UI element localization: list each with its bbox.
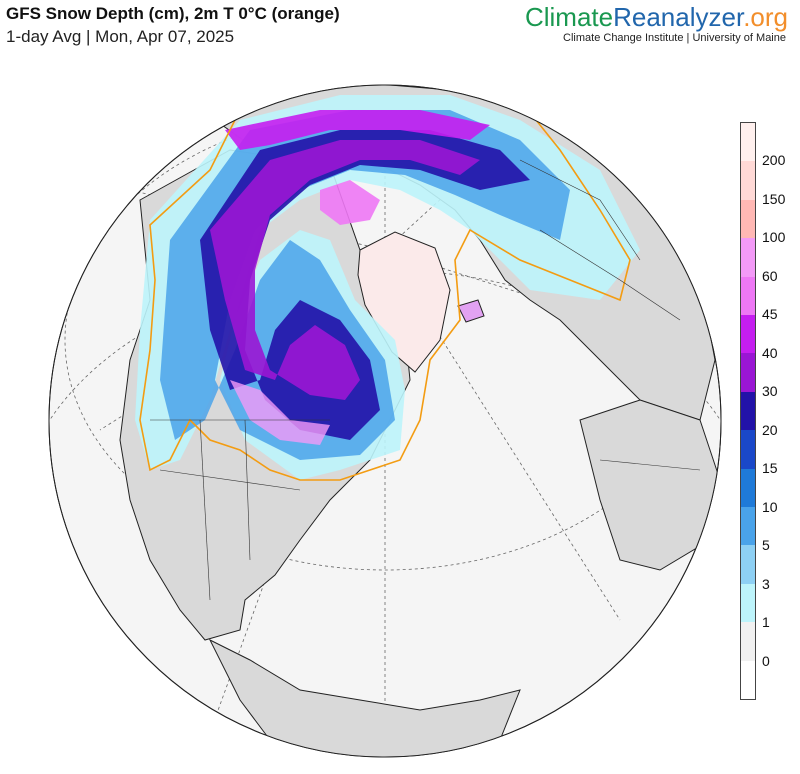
snow-band-pink — [320, 180, 380, 225]
brand-part-climate: Climate — [524, 2, 614, 32]
legend-label: 150 — [762, 190, 786, 207]
land-greenland — [357, 231, 451, 373]
legend-swatch — [741, 315, 755, 354]
legend-swatch — [741, 276, 755, 316]
chart-subtitle: 1-day Avg | Mon, Apr 07, 2025 — [6, 27, 235, 46]
legend-label: 5 — [762, 537, 770, 553]
brand-part-reanalyzer: Reanalyzer — [613, 2, 744, 32]
legend-swatch — [741, 161, 755, 200]
legend-label: 45 — [762, 306, 778, 322]
legend-swatch — [741, 123, 755, 162]
snow-band-lavender — [230, 380, 330, 445]
institution-credit: Climate Change Institute | University of… — [563, 32, 786, 44]
legend-label: 20 — [762, 421, 778, 438]
snow-band-purple — [210, 140, 480, 400]
legend-label: 15 — [762, 460, 778, 476]
legend-swatch — [741, 430, 755, 469]
freezing-line — [139, 85, 631, 481]
legend-label: 60 — [762, 267, 778, 284]
legend-label: 10 — [762, 498, 778, 515]
legend-swatch — [741, 622, 755, 661]
legend-swatch — [741, 353, 755, 392]
legend-swatch — [741, 468, 755, 508]
snow-cover — [135, 95, 640, 480]
legend-label: 200 — [762, 152, 786, 168]
legend-swatch — [741, 238, 755, 277]
land-iceland — [457, 299, 485, 323]
legend-swatch — [741, 660, 755, 700]
legend-swatch — [741, 391, 755, 431]
legend-label: 0 — [762, 652, 770, 669]
legend-swatch — [741, 507, 755, 546]
legend-label: 40 — [762, 344, 778, 361]
brand-logo[interactable]: ClimateReanalyzer.org — [525, 2, 788, 33]
legend-label: 30 — [762, 383, 778, 399]
globe-outline — [48, 84, 722, 758]
legend-label: 100 — [762, 229, 786, 245]
brand-part-org: .org — [743, 2, 788, 32]
political-borders — [150, 159, 701, 601]
color-legend — [740, 122, 756, 700]
legend-swatch — [741, 545, 755, 584]
legend-swatch — [741, 199, 755, 239]
legend-swatch — [741, 583, 755, 623]
snow-depth-map — [48, 84, 722, 758]
chart-title: GFS Snow Depth (cm), 2m T 0°C (orange) — [6, 4, 340, 23]
snow-band-magenta — [225, 110, 490, 150]
legend-label: 3 — [762, 575, 770, 592]
legend-label: 1 — [762, 614, 770, 630]
